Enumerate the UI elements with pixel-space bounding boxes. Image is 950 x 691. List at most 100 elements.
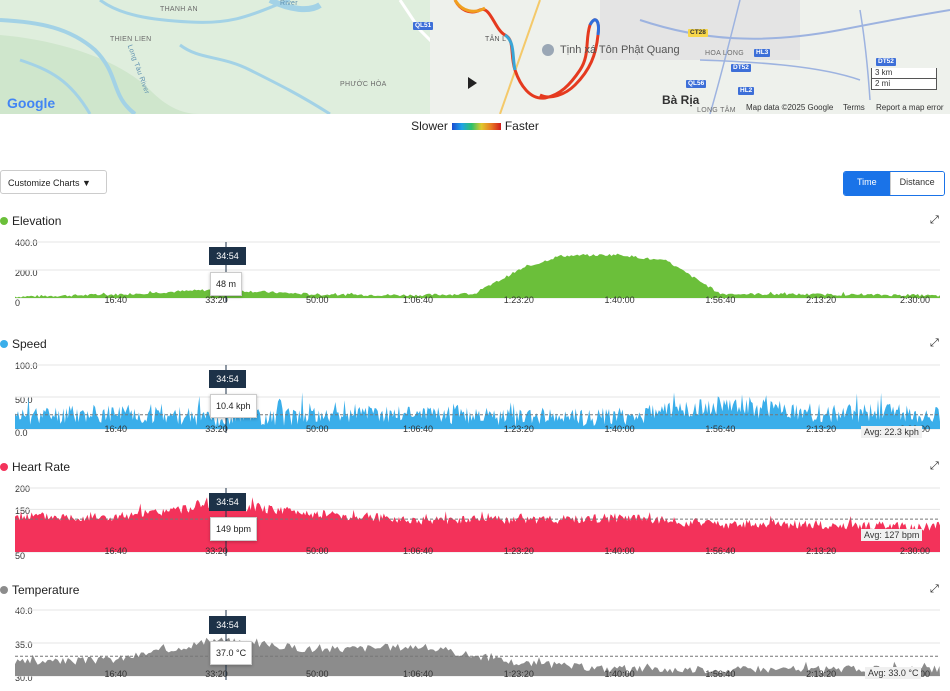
x-tick-label: 1:06:40: [403, 295, 434, 305]
x-tick-label: 1:40:00: [604, 669, 635, 679]
road-hl2: HL2: [738, 87, 755, 95]
elevation-cursor-time: 34:54: [209, 247, 246, 265]
road-dt52: DT52: [731, 64, 751, 72]
map-terms-link[interactable]: Terms: [843, 103, 865, 112]
legend-slower: Slower: [411, 119, 448, 133]
heart-rate-title: Heart Rate: [0, 460, 70, 474]
x-tick-label: 1:56:40: [705, 546, 736, 556]
temperature-ytick: 35.0: [15, 640, 33, 650]
speed-chart[interactable]: [0, 359, 950, 437]
x-tick-label: 1:23:20: [503, 546, 534, 556]
x-tick-label: 1:06:40: [403, 424, 434, 434]
series-area: [15, 253, 940, 298]
customize-charts-button[interactable]: Customize Charts ▼: [0, 170, 107, 194]
x-tick-label: 50:00: [306, 669, 329, 679]
x-tick-label: 2:13:20: [806, 424, 837, 434]
map-label-thanh-an: THANH AN: [160, 6, 198, 13]
map-label-long-tam: LONG TÂM: [697, 107, 736, 114]
x-tick-label: 16:40: [104, 669, 128, 679]
x-tick-label: 1:56:40: [705, 295, 736, 305]
map-label-thien-lien: THIEN LIEN: [110, 36, 152, 43]
distance-toggle-button[interactable]: Distance: [889, 172, 944, 195]
x-tick-label: 2:30:00: [899, 295, 931, 305]
x-tick-label: 1:23:20: [503, 295, 534, 305]
road-ql51: QL51: [413, 22, 434, 30]
heart-rate-tooltip: 149 bpm: [210, 517, 258, 541]
x-tick-label: 2:13:20: [806, 546, 837, 556]
road-ql56: QL56: [686, 80, 707, 88]
elevation-ytick: 200.0: [15, 268, 38, 278]
heart-rate-ytick: 50: [15, 551, 26, 561]
x-tick-label: 33:20: [205, 546, 228, 556]
speed-dot: [0, 340, 8, 348]
temperature-title: Temperature: [0, 583, 79, 597]
map-canvas[interactable]: [0, 0, 950, 114]
speed-expand-icon[interactable]: ⤢: [930, 337, 939, 349]
x-tick-label: 1:40:00: [604, 295, 635, 305]
heart-rate-expand-icon[interactable]: ⤢: [930, 460, 939, 472]
speed-tooltip: 10.4 kph: [210, 394, 257, 418]
route-map[interactable]: THANH AN THIEN LIEN PHƯỚC HÒA HOA LONG L…: [0, 0, 950, 114]
x-tick-label: 1:40:00: [604, 424, 635, 434]
series-area: [15, 497, 940, 552]
x-tick-label: 16:40: [104, 424, 128, 434]
play-icon[interactable]: [468, 77, 477, 89]
map-label-route-tag: TÂN L: [485, 36, 507, 43]
road-dt52-east: DT52: [876, 58, 896, 66]
map-label-temple: Tịnh xá Tôn Phật Quang: [560, 44, 680, 56]
heart-rate-ytick: 150: [15, 506, 31, 516]
speed-gradient: [451, 123, 501, 131]
x-tick-label: 1:56:40: [705, 424, 736, 434]
heart-rate-dot: [0, 463, 8, 471]
x-tick-label: 1:06:40: [403, 669, 434, 679]
speed-average-label: Avg: 22.3 kph: [861, 426, 922, 438]
elevation-expand-icon[interactable]: ⤢: [930, 214, 939, 226]
temperature-expand-icon[interactable]: ⤢: [930, 583, 939, 595]
speed-ytick: 100.0: [15, 361, 38, 371]
speed-ytick: 50.0: [15, 395, 33, 405]
x-tick-label: 50:00: [306, 546, 329, 556]
x-tick-label: 50:00: [306, 424, 329, 434]
elevation-ytick: 0: [15, 298, 21, 308]
x-tick-label: 1:23:20: [503, 424, 534, 434]
x-tick-label: 33:20: [205, 669, 228, 679]
x-tick-label: 16:40: [104, 295, 128, 305]
temperature-ytick: 40.0: [15, 606, 33, 616]
speed-title: Speed: [0, 337, 47, 351]
speed-cursor-time: 34:54: [209, 370, 246, 388]
elevation-dot: [0, 217, 8, 225]
x-axis-toggle: Time Distance: [843, 171, 945, 196]
speed-legend: Slower Faster: [0, 119, 950, 133]
road-hl3: HL3: [754, 49, 771, 57]
map-label-hoa-long: HOA LONG: [705, 50, 744, 57]
time-toggle-button[interactable]: Time: [844, 172, 890, 195]
elevation-title: Elevation: [0, 214, 61, 228]
x-tick-label: 2:13:20: [806, 295, 837, 305]
map-attribution: Map data ©2025 Google: [746, 103, 834, 112]
temperature-average-label: Avg: 33.0 °C: [865, 667, 922, 679]
temperature-ytick: 30.0: [15, 673, 33, 683]
road-ct28: CT28: [688, 29, 708, 37]
heart-rate-average-label: Avg: 127 bpm: [861, 529, 923, 541]
map-label-ba-ria: Bà Rịa: [662, 93, 700, 107]
x-tick-label: 33:20: [205, 424, 228, 434]
x-tick-label: 50:00: [306, 295, 329, 305]
google-logo[interactable]: Google: [7, 95, 56, 111]
x-tick-label: 1:56:40: [705, 669, 736, 679]
temperature-dot: [0, 586, 8, 594]
map-scale: 3 km 2 mi: [871, 68, 937, 90]
x-tick-label: 33:20: [205, 295, 228, 305]
legend-faster: Faster: [504, 119, 539, 133]
heart-rate-cursor-time: 34:54: [209, 493, 246, 511]
temperature-cursor-time: 34:54: [209, 616, 246, 634]
x-tick-label: 1:40:00: [604, 546, 635, 556]
map-label-phuoc-hoa: PHƯỚC HÒA: [340, 81, 387, 88]
elevation-tooltip: 48 m: [210, 272, 243, 296]
x-tick-label: 1:06:40: [403, 546, 434, 556]
x-tick-label: 16:40: [104, 546, 128, 556]
map-report-error-link[interactable]: Report a map error: [876, 103, 944, 112]
elevation-ytick: 400.0: [15, 238, 38, 248]
series-area: [15, 392, 940, 429]
map-label-river-2: River: [280, 0, 298, 7]
speed-ytick: 0.0: [15, 428, 28, 438]
